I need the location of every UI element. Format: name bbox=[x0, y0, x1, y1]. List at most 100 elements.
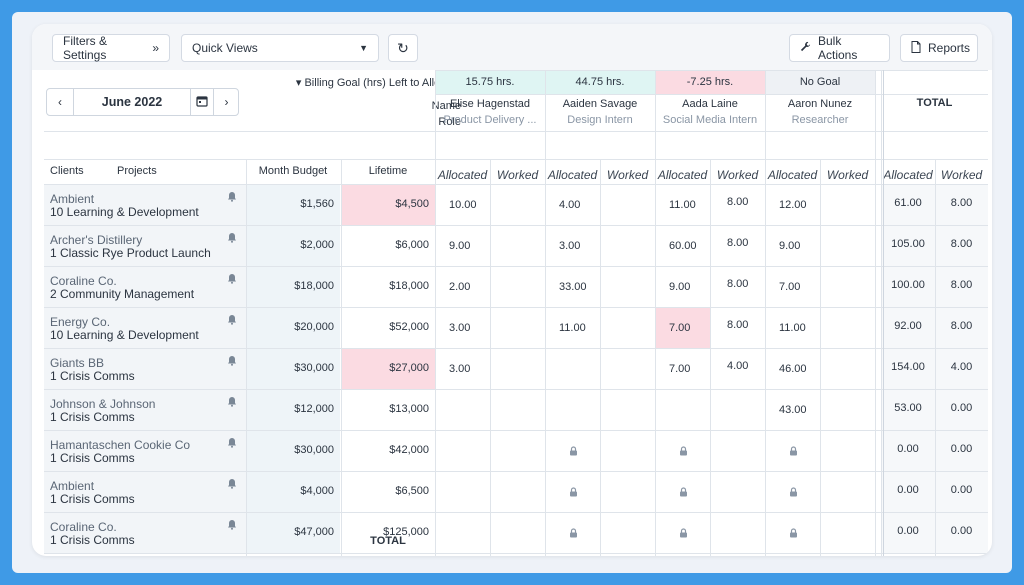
project-name[interactable]: 1 Crisis Comms bbox=[50, 369, 135, 383]
worked-cell[interactable] bbox=[490, 225, 545, 266]
allocated-cell[interactable]: 12.00 bbox=[779, 198, 807, 211]
worked-cell[interactable] bbox=[600, 348, 655, 389]
allocated-cell[interactable] bbox=[655, 389, 710, 430]
worked-cell[interactable] bbox=[600, 266, 655, 307]
worked-cell[interactable]: 8.00 bbox=[727, 196, 749, 208]
lifetime-header[interactable]: Lifetime bbox=[368, 165, 408, 177]
allocated-cell[interactable]: 4.00 bbox=[559, 198, 581, 211]
worked-cell[interactable] bbox=[490, 512, 545, 553]
worked-cell[interactable] bbox=[820, 184, 875, 225]
worked-cell[interactable] bbox=[820, 389, 875, 430]
worked-cell[interactable] bbox=[600, 184, 655, 225]
allocated-cell[interactable]: 3.00 bbox=[559, 239, 581, 252]
project-name[interactable]: 1 Crisis Comms bbox=[50, 451, 135, 465]
client-name[interactable]: Ambient bbox=[50, 192, 95, 206]
client-name[interactable]: Hamantaschen Cookie Co bbox=[50, 438, 191, 452]
allocated-cell[interactable]: 60.00 bbox=[669, 239, 697, 252]
client-name[interactable]: Coraline Co. bbox=[50, 274, 117, 288]
client-name[interactable]: Ambient bbox=[50, 479, 95, 493]
next-month-button[interactable]: › bbox=[214, 89, 239, 115]
allocated-cell[interactable] bbox=[435, 389, 490, 430]
person-name[interactable]: Aada Laine bbox=[682, 98, 738, 110]
project-name[interactable]: 10 Learning & Development bbox=[50, 328, 199, 342]
quick-views-select[interactable]: Quick Views ▼ bbox=[181, 34, 379, 62]
client-name[interactable]: Archer's Distillery bbox=[50, 233, 143, 247]
bell-icon[interactable] bbox=[227, 191, 237, 205]
worked-cell[interactable]: 4.00 bbox=[727, 360, 749, 372]
allocated-cell[interactable] bbox=[545, 348, 600, 389]
worked-cell[interactable] bbox=[600, 389, 655, 430]
worked-cell[interactable] bbox=[490, 471, 545, 512]
allocated-cell[interactable]: 43.00 bbox=[779, 403, 807, 416]
project-name[interactable]: 1 Crisis Comms bbox=[50, 492, 135, 506]
worked-cell[interactable] bbox=[600, 471, 655, 512]
bell-icon[interactable] bbox=[227, 355, 237, 369]
prev-month-button[interactable]: ‹ bbox=[47, 89, 73, 115]
worked-cell[interactable] bbox=[710, 389, 765, 430]
bell-icon[interactable] bbox=[227, 478, 237, 492]
allocated-cell[interactable] bbox=[545, 389, 600, 430]
worked-cell[interactable] bbox=[490, 430, 545, 471]
worked-cell[interactable] bbox=[820, 471, 875, 512]
worked-cell[interactable] bbox=[710, 512, 765, 553]
projects-header[interactable]: Projects bbox=[117, 165, 157, 177]
allocated-cell[interactable]: 33.00 bbox=[559, 280, 587, 293]
bell-icon[interactable] bbox=[227, 232, 237, 246]
month-budget-header[interactable]: Month Budget bbox=[258, 165, 328, 177]
person-name[interactable]: Aaiden Savage bbox=[562, 98, 638, 110]
allocated-cell[interactable]: 3.00 bbox=[449, 321, 471, 334]
client-name[interactable]: Coraline Co. bbox=[50, 520, 117, 534]
filters-settings-button[interactable]: Filters & Settings » bbox=[52, 34, 170, 62]
allocated-cell[interactable]: 3.00 bbox=[449, 362, 471, 375]
worked-cell[interactable] bbox=[490, 266, 545, 307]
calendar-button[interactable] bbox=[191, 89, 213, 115]
worked-cell[interactable] bbox=[600, 430, 655, 471]
bell-icon[interactable] bbox=[227, 437, 237, 451]
worked-cell[interactable] bbox=[600, 307, 655, 348]
allocated-cell[interactable] bbox=[435, 430, 490, 471]
allocated-cell[interactable]: 7.00 bbox=[669, 362, 691, 375]
allocated-cell[interactable]: 9.00 bbox=[779, 239, 801, 252]
project-name[interactable]: 1 Crisis Comms bbox=[50, 533, 135, 547]
worked-cell[interactable] bbox=[710, 471, 765, 512]
worked-cell[interactable] bbox=[820, 512, 875, 553]
project-name[interactable]: 1 Classic Rye Product Launch bbox=[50, 246, 211, 260]
clients-header[interactable]: Clients bbox=[50, 165, 84, 177]
client-name[interactable]: Johnson & Johnson bbox=[50, 397, 156, 411]
worked-cell[interactable] bbox=[490, 184, 545, 225]
worked-cell[interactable]: 8.00 bbox=[727, 237, 749, 249]
allocated-cell[interactable] bbox=[435, 512, 490, 553]
allocated-cell[interactable] bbox=[435, 471, 490, 512]
allocated-cell[interactable]: 7.00 bbox=[669, 321, 691, 334]
allocated-cell[interactable]: 11.00 bbox=[669, 198, 696, 211]
allocated-cell[interactable]: 11.00 bbox=[559, 321, 586, 334]
allocated-cell[interactable]: 10.00 bbox=[449, 198, 477, 211]
bell-icon[interactable] bbox=[227, 314, 237, 328]
worked-cell[interactable] bbox=[820, 225, 875, 266]
worked-cell[interactable] bbox=[820, 430, 875, 471]
bell-icon[interactable] bbox=[227, 273, 237, 287]
reports-button[interactable]: Reports bbox=[900, 34, 978, 62]
worked-cell[interactable] bbox=[600, 225, 655, 266]
worked-cell[interactable] bbox=[820, 266, 875, 307]
bulk-actions-button[interactable]: Bulk Actions bbox=[789, 34, 890, 62]
allocated-cell[interactable]: 7.00 bbox=[779, 280, 801, 293]
bell-icon[interactable] bbox=[227, 396, 237, 410]
worked-cell[interactable]: 8.00 bbox=[727, 319, 749, 331]
project-name[interactable]: 1 Crisis Comms bbox=[50, 410, 135, 424]
client-name[interactable]: Energy Co. bbox=[50, 315, 111, 329]
allocated-cell[interactable]: 46.00 bbox=[779, 362, 807, 375]
worked-cell[interactable] bbox=[600, 512, 655, 553]
worked-cell[interactable] bbox=[710, 430, 765, 471]
client-name[interactable]: Giants BB bbox=[50, 356, 105, 370]
worked-cell[interactable] bbox=[490, 307, 545, 348]
worked-cell[interactable] bbox=[490, 389, 545, 430]
worked-cell[interactable] bbox=[490, 348, 545, 389]
allocated-cell[interactable]: 2.00 bbox=[449, 280, 471, 293]
worked-cell[interactable] bbox=[820, 307, 875, 348]
person-name[interactable]: Aaron Nunez bbox=[787, 98, 853, 110]
allocated-cell[interactable]: 11.00 bbox=[779, 321, 806, 334]
project-name[interactable]: 10 Learning & Development bbox=[50, 205, 199, 219]
bell-icon[interactable] bbox=[227, 519, 237, 533]
refresh-button[interactable]: ↻ bbox=[388, 34, 418, 62]
